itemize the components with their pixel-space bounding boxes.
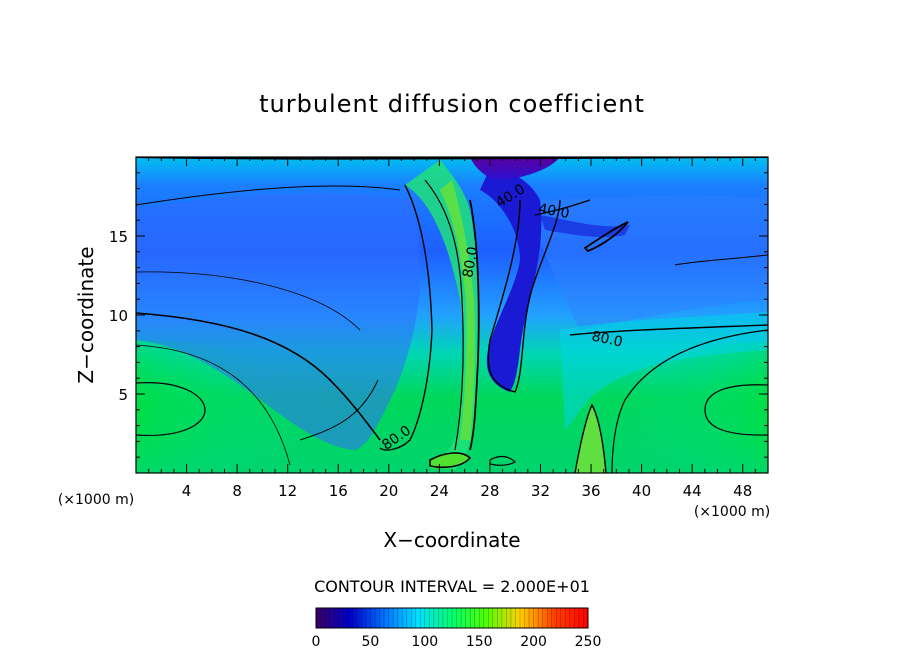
x-tick-label: 36 [581, 482, 600, 500]
colorbar-tick-label: 100 [411, 634, 438, 650]
y-tick-label: 10 [109, 307, 128, 325]
contour-line [136, 382, 206, 437]
contour-line [299, 379, 379, 441]
contour-line [136, 271, 361, 331]
contour-line [136, 312, 381, 441]
x-unit-right: (×1000 m) [694, 504, 770, 520]
contour-line [487, 199, 561, 393]
contour-line [674, 254, 768, 266]
colorbar-tick-label: 50 [361, 634, 379, 650]
field-dark-tongue [480, 168, 542, 392]
contour-line [704, 384, 768, 436]
contour-label: 40.0 [537, 201, 570, 222]
x-tick-label: 48 [733, 482, 752, 500]
contour-line [489, 455, 516, 466]
y-axis-label: Z−coordinate [74, 246, 98, 383]
colorbar-tick-label: 0 [312, 634, 321, 650]
x-tick-label: 20 [379, 482, 398, 500]
x-tick-label: 4 [182, 482, 192, 500]
field-jet-core [440, 180, 475, 440]
contour-line [534, 199, 591, 216]
y-axis: 5 10 15 [109, 156, 768, 474]
colorbar-tick-label: 200 [520, 634, 547, 650]
x-tick-label: 12 [278, 482, 297, 500]
contour-line [424, 179, 464, 451]
field-cyan-tongue [560, 312, 768, 430]
field-top-core [470, 157, 560, 180]
x-tick-label: 40 [632, 482, 651, 500]
field-dark-band [540, 215, 630, 238]
contour-line [574, 403, 607, 473]
x-axis-label: X−coordinate [383, 528, 520, 552]
chart-title: turbulent diffusion coefficient [259, 90, 645, 118]
y-tick-label: 5 [118, 386, 128, 404]
x-tick-label: 44 [683, 482, 702, 500]
x-axis: 4 8 12 16 20 24 28 32 36 40 44 48 [135, 157, 769, 500]
contour-line [583, 221, 629, 253]
contour-line [469, 199, 480, 451]
contour-label: 80.0 [590, 328, 624, 350]
x-tick-label: 16 [329, 482, 348, 500]
contour-interval-text: CONTOUR INTERVAL = 2.000E+01 [314, 577, 590, 596]
x-tick-label: 8 [232, 482, 242, 500]
contour-line [611, 329, 768, 473]
colorbar-tick-label: 150 [466, 634, 493, 650]
contour-line [379, 184, 433, 451]
colorbar-tick-label: 250 [575, 634, 602, 650]
x-unit-left: (×1000 m) [58, 492, 134, 508]
contour-label: 80.0 [460, 245, 481, 278]
colorbar-axis: 0 50 100 150 200 250 [312, 608, 602, 650]
y-tick-label: 15 [109, 228, 128, 246]
contour-line [136, 185, 401, 206]
field-left-lobe [136, 193, 421, 450]
field-lower-right-core [618, 342, 768, 473]
x-tick-label: 28 [480, 482, 499, 500]
contour-line [569, 324, 768, 336]
plot-area: 40.040.080.080.080.0 [136, 157, 768, 473]
field-surface-green [575, 405, 606, 473]
contour-line [136, 344, 291, 466]
x-tick-label: 32 [531, 482, 550, 500]
contour-line [429, 452, 472, 469]
x-tick-label: 24 [430, 482, 449, 500]
